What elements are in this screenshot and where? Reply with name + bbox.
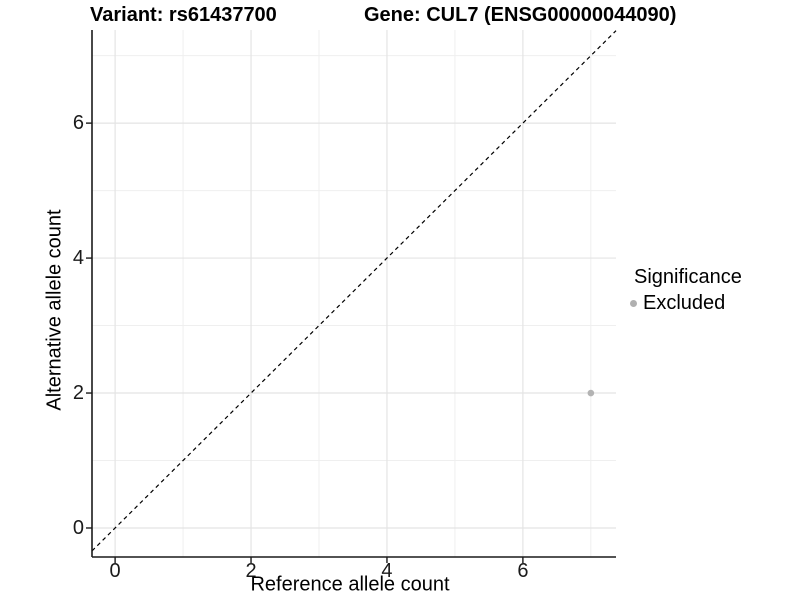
plot-panel xyxy=(86,30,617,563)
plot-title-variant: Variant: rs61437700 xyxy=(90,4,277,26)
y-tick-label: 2 xyxy=(72,382,84,405)
x-tick-label: 4 xyxy=(381,560,393,582)
y-tick-label: 6 xyxy=(72,112,84,135)
excluded-point-icon xyxy=(630,300,637,307)
plot-title-gene: Gene: CUL7 (ENSG00000044090) xyxy=(364,4,677,26)
x-tick-label: 6 xyxy=(517,560,529,582)
legend-title: Significance xyxy=(634,266,742,288)
plot-canvas xyxy=(86,30,617,563)
x-tick-label: 2 xyxy=(245,560,257,582)
legend-item-excluded: Excluded xyxy=(630,292,742,315)
x-tick-label: 0 xyxy=(109,560,121,582)
y-tick-label: 4 xyxy=(72,247,84,270)
y-tick-label: 0 xyxy=(72,516,84,539)
identity-dashed-line xyxy=(91,30,617,552)
legend-item-label: Excluded xyxy=(643,292,726,314)
x-axis-title: Reference allele count xyxy=(250,573,450,596)
y-axis-title: Alternative allele count xyxy=(43,209,66,411)
data-point-excluded xyxy=(587,389,595,397)
legend: Significance Excluded xyxy=(630,266,742,315)
